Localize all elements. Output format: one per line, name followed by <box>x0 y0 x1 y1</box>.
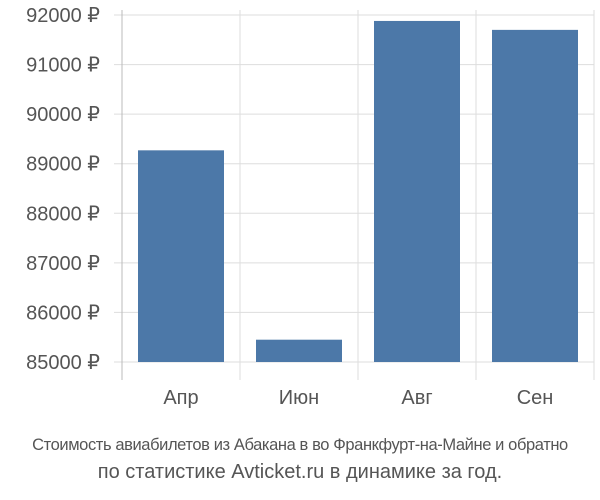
bar-4 <box>492 29 578 362</box>
y-tick-label: 90000 ₽ <box>26 104 100 126</box>
bar-1 <box>138 150 224 362</box>
y-tick-labels: 85000 ₽ 86000 ₽ 87000 ₽ 88000 ₽ 89000 ₽ 90000… <box>26 5 100 374</box>
bar-3 <box>374 20 460 362</box>
y-tick-label: 86000 ₽ <box>26 302 100 324</box>
y-tick-label: 92000 ₽ <box>26 5 100 27</box>
x-tick-labels: Апр Июн Авг Сен <box>163 387 553 409</box>
x-tick-label: Апр <box>163 387 198 409</box>
y-tick-label: 87000 ₽ <box>26 253 100 275</box>
x-tick-label: Июн <box>279 387 319 409</box>
y-tick-label: 89000 ₽ <box>26 154 100 176</box>
x-tick-label: Авг <box>401 387 432 409</box>
bars <box>138 20 578 362</box>
bar-2 <box>256 339 342 362</box>
x-tick-label: Сен <box>517 387 554 409</box>
chart-caption-line-2: по статистике Avticket.ru в динамике за … <box>97 461 503 483</box>
y-tick-label: 91000 ₽ <box>26 55 100 77</box>
chart-caption-line-1: Стоимость авиабилетов из Абакана в во Фр… <box>32 436 568 454</box>
y-tick-label: 85000 ₽ <box>26 352 100 374</box>
bar-chart: 85000 ₽ 86000 ₽ 87000 ₽ 88000 ₽ 89000 ₽ 90000… <box>26 5 595 409</box>
y-tick-label: 88000 ₽ <box>26 203 100 225</box>
